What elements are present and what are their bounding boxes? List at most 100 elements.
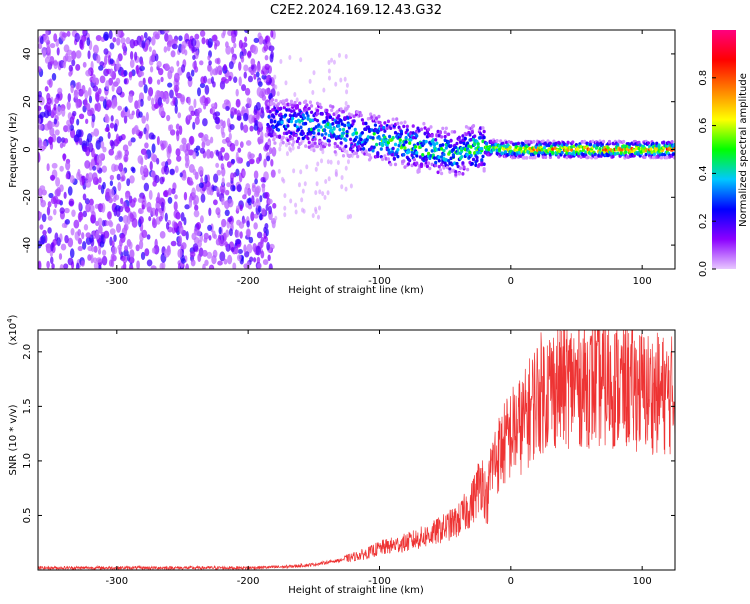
- heatmap-cell: [123, 223, 129, 231]
- heatmap-cell: [449, 144, 453, 148]
- heatmap-cell: [379, 147, 383, 151]
- heatmap-cell: [180, 44, 186, 55]
- heatmap-cell: [370, 128, 374, 132]
- heatmap-cell: [398, 140, 402, 145]
- heatmap-cell: [402, 124, 406, 129]
- heatmap-cell: [115, 133, 120, 144]
- heatmap-cell: [145, 130, 149, 141]
- heatmap-cell: [301, 131, 305, 136]
- heatmap-cell: [243, 64, 249, 72]
- heatmap-cell: [255, 71, 260, 78]
- heatmap-cell: [44, 85, 49, 92]
- heatmap-cell: [236, 115, 242, 121]
- heatmap-cell: [140, 148, 147, 155]
- heatmap-cell: [473, 150, 477, 155]
- heatmap-cell: [328, 115, 333, 120]
- heatmap-cell: [215, 207, 221, 216]
- heatmap-cell: [209, 136, 214, 144]
- heatmap-cell: [95, 139, 102, 150]
- heatmap-cell: [283, 205, 287, 211]
- heatmap-cell: [361, 121, 366, 126]
- heatmap-cell: [386, 157, 391, 161]
- heatmap-cell: [292, 109, 296, 113]
- heatmap-cell: [280, 114, 284, 119]
- heatmap-cell: [242, 194, 247, 200]
- heatmap-cell: [54, 129, 60, 136]
- heatmap-cell: [431, 138, 435, 142]
- heatmap-cell: [156, 136, 160, 146]
- heatmap-cell: [157, 192, 161, 202]
- heatmap-cell: [111, 84, 115, 92]
- heatmap-cell: [330, 108, 334, 112]
- heatmap-cell: [198, 182, 204, 189]
- heatmap-cell: [87, 50, 91, 60]
- heatmap-cell: [152, 180, 157, 187]
- heatmap-cell: [344, 165, 348, 171]
- heatmap-cell: [234, 229, 240, 238]
- heatmap-cell: [438, 167, 443, 172]
- heatmap-cell: [564, 148, 568, 153]
- heatmap-cell: [291, 116, 295, 121]
- heatmap-cell: [199, 96, 205, 104]
- heatmap-cell: [268, 205, 273, 215]
- heatmap-cell: [75, 262, 80, 269]
- heatmap-cell: [235, 205, 240, 212]
- heatmap-cell: [264, 88, 271, 95]
- x-tick-label: -100: [368, 576, 391, 587]
- heatmap-cell: [103, 230, 110, 239]
- heatmap-cell: [306, 131, 310, 136]
- heatmap-cell: [85, 236, 92, 246]
- heatmap-cell: [75, 50, 82, 59]
- heatmap-cell: [359, 113, 363, 118]
- heatmap-cell: [536, 153, 541, 157]
- figure-title: C2E2.2024.169.12.43.G32: [270, 3, 442, 18]
- heatmap-cell: [314, 166, 318, 172]
- heatmap-cell: [367, 129, 372, 134]
- heatmap-cell: [221, 218, 227, 228]
- heatmap-cell: [332, 112, 336, 117]
- heatmap-cell: [269, 133, 273, 138]
- heatmap-cell: [422, 139, 426, 144]
- heatmap-cell: [371, 136, 375, 140]
- heatmap-cell: [281, 99, 285, 103]
- heatmap-cell: [284, 80, 288, 86]
- heatmap-cell: [301, 207, 305, 213]
- heatmap-cell: [441, 143, 445, 147]
- heatmap-cell: [150, 265, 157, 269]
- heatmap-cell: [256, 63, 261, 73]
- heatmap-cell: [304, 144, 308, 148]
- heatmap-cell: [217, 151, 223, 161]
- heatmap-cell: [112, 37, 117, 43]
- heatmap-cell: [197, 87, 201, 97]
- heatmap-cell: [247, 75, 254, 83]
- heatmap-cell: [403, 165, 407, 169]
- heatmap-cell: [234, 139, 239, 147]
- heatmap-cell: [215, 238, 221, 246]
- y-tick-label: 0.5: [22, 508, 33, 524]
- heatmap-cell: [316, 161, 320, 167]
- heatmap-cell: [396, 121, 400, 126]
- heatmap-cell: [169, 168, 175, 175]
- heatmap-cell: [46, 92, 51, 102]
- heatmap-cell: [442, 148, 446, 153]
- heatmap-cell: [108, 77, 114, 86]
- heatmap-cell: [544, 155, 548, 159]
- x-tick-label: -100: [368, 276, 391, 287]
- heatmap-cell: [158, 215, 163, 222]
- heatmap-cell: [62, 32, 68, 38]
- heatmap-cell: [59, 165, 64, 172]
- heatmap-cell: [406, 162, 411, 166]
- heatmap-cell: [315, 181, 319, 187]
- heatmap-cell: [566, 140, 570, 145]
- heatmap-cell: [38, 105, 42, 112]
- heatmap-cell: [661, 152, 665, 157]
- heatmap-cell: [372, 131, 376, 136]
- heatmap-cell: [288, 134, 292, 139]
- heatmap-cell: [158, 68, 164, 76]
- heatmap-cell: [341, 153, 346, 158]
- heatmap-cell: [68, 71, 73, 77]
- heatmap-cell: [144, 248, 150, 257]
- heatmap-cell: [233, 76, 238, 83]
- heatmap-cell: [315, 144, 320, 149]
- heatmap-cell: [411, 135, 415, 140]
